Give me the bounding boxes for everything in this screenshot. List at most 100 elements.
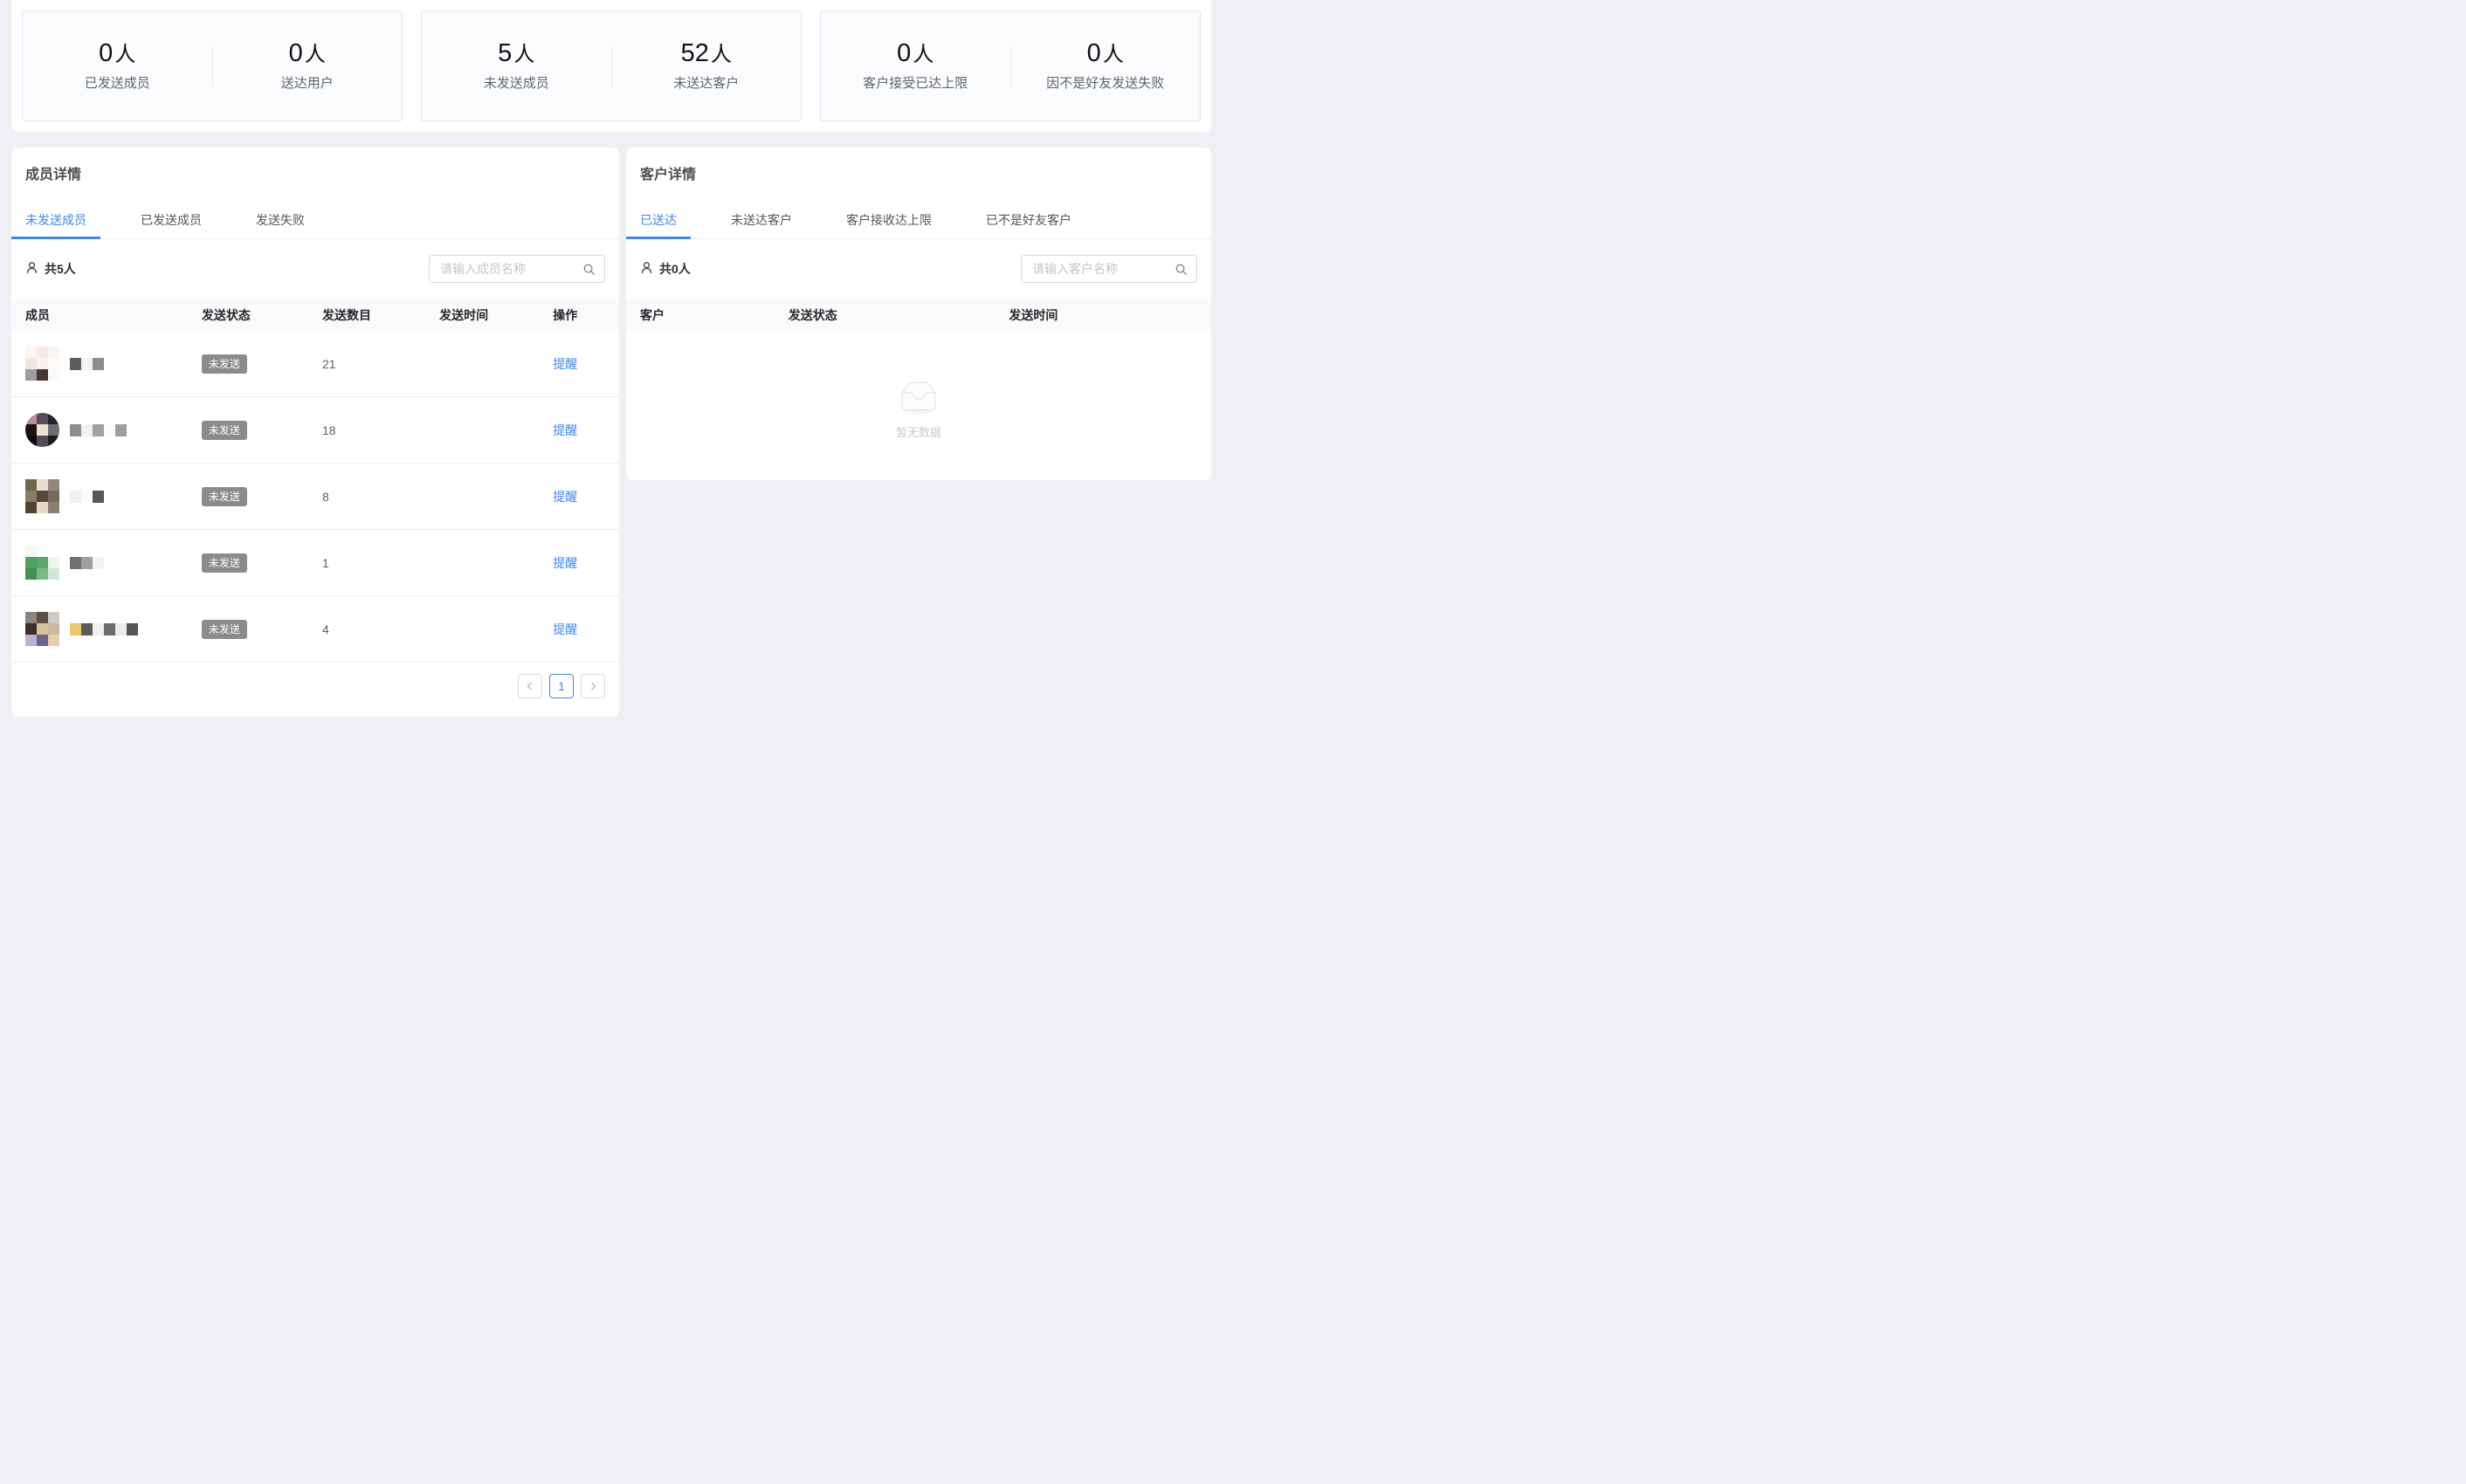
- member-detail-panel: 成员详情 未发送成员 已发送成员 发送失败 共5人: [11, 148, 619, 717]
- pagination-page-1[interactable]: 1: [549, 674, 574, 698]
- member-cell: [25, 546, 202, 580]
- customer-search-input[interactable]: [1022, 262, 1174, 276]
- name-block: [70, 357, 81, 370]
- avatar-pixel: [48, 568, 59, 580]
- avatar-pixel: [37, 623, 48, 635]
- avatar-pixel: [25, 623, 37, 635]
- tab-已不是好友客户[interactable]: 已不是好友客户: [986, 213, 1071, 227]
- count-cell: 8: [321, 489, 329, 504]
- customer-tabs: 已送达 未送达客户 客户接收达上限 已不是好友客户: [626, 202, 1211, 239]
- member-name-redacted: [70, 622, 138, 636]
- avatar: [25, 612, 59, 646]
- avatar-pixel: [37, 347, 48, 358]
- pagination-prev-button[interactable]: [518, 674, 542, 698]
- member-cell: [25, 479, 202, 513]
- stat-label: 未发送成员: [483, 75, 549, 91]
- action-cell: 提醒: [553, 422, 605, 439]
- avatar-pixel: [25, 612, 37, 623]
- member-toolbar: 共5人: [11, 239, 619, 299]
- avatar-pixel: [48, 358, 59, 369]
- tab-已发送成员[interactable]: 已发送成员: [141, 213, 202, 227]
- avatar-pixel: [48, 347, 59, 358]
- person-icon: [25, 261, 38, 277]
- status-badge: 未发送: [201, 619, 247, 639]
- stat-card: 0人 客户接受已达上限 0人 因不是好友发送失败: [820, 10, 1201, 121]
- customer-count: 共0人: [640, 260, 691, 278]
- stat-value: 0人: [288, 38, 326, 67]
- name-block: [104, 423, 115, 436]
- member-name-redacted: [70, 423, 127, 436]
- status-badge: 未发送: [201, 354, 247, 374]
- avatar-pixel: [37, 413, 48, 424]
- member-count-label: 共5人: [45, 262, 76, 276]
- tab-未发送成员[interactable]: 未发送成员: [11, 202, 100, 239]
- table-row: 未发送 21 提醒: [11, 331, 619, 397]
- tab-未送达客户[interactable]: 未送达客户: [731, 213, 792, 227]
- avatar-pixel: [37, 546, 48, 557]
- action-cell: 提醒: [553, 621, 605, 638]
- remind-link[interactable]: 提醒: [553, 622, 578, 636]
- avatar-pixel: [25, 546, 37, 557]
- status-badge: 未发送: [201, 553, 247, 573]
- stat-item: 0人 送达用户: [213, 38, 403, 92]
- member-panel-title: 成员详情: [25, 168, 82, 182]
- member-name-redacted: [70, 490, 104, 503]
- avatar-pixel: [25, 424, 37, 436]
- remind-link[interactable]: 提醒: [553, 555, 578, 570]
- stat-divider: [610, 45, 612, 86]
- avatar-pixel: [25, 436, 37, 447]
- avatar: [25, 479, 59, 513]
- avatar-pixel: [48, 479, 59, 491]
- remind-link[interactable]: 提醒: [553, 489, 578, 504]
- person-icon: [640, 261, 653, 277]
- avatar-pixel: [25, 502, 37, 513]
- avatar-pixel: [25, 635, 37, 646]
- status-cell: 未发送: [201, 619, 322, 639]
- avatar-pixel: [37, 436, 48, 447]
- search-icon[interactable]: [582, 263, 596, 276]
- avatar-pixel: [37, 635, 48, 646]
- stat-item: 5人 未发送成员: [422, 40, 611, 92]
- name-block: [93, 556, 104, 569]
- member-name-redacted: [70, 357, 104, 370]
- avatar-pixel: [37, 358, 48, 369]
- avatar-pixel: [25, 568, 37, 580]
- column-header: 发送数目: [321, 307, 371, 322]
- avatar-pixel: [37, 424, 48, 436]
- remind-link[interactable]: 提醒: [553, 356, 578, 371]
- member-cell: [25, 413, 202, 447]
- avatar-pixel: [48, 635, 59, 646]
- action-cell: 提醒: [553, 554, 605, 572]
- status-cell: 未发送: [201, 486, 322, 506]
- search-icon[interactable]: [1174, 263, 1188, 276]
- avatar-pixel: [25, 491, 37, 502]
- avatar-pixel: [37, 369, 48, 381]
- remind-link[interactable]: 提醒: [553, 423, 578, 437]
- name-block: [81, 556, 93, 569]
- member-name-redacted: [70, 556, 104, 569]
- table-row: 未发送 18 提醒: [11, 397, 619, 464]
- pagination-next-button[interactable]: [581, 674, 605, 698]
- avatar-pixel: [48, 491, 59, 502]
- table-row: 未发送 8 提醒: [11, 464, 619, 530]
- tab-已送达[interactable]: 已送达: [626, 202, 691, 239]
- avatar-pixel: [37, 557, 48, 568]
- avatar: [25, 546, 59, 580]
- count-cell: 21: [321, 356, 336, 371]
- customer-search: [1021, 255, 1197, 283]
- stat-item: 0人 客户接受已达上限: [821, 40, 1010, 92]
- stat-label: 已发送成员: [84, 75, 150, 91]
- avatar-pixel: [37, 568, 48, 580]
- action-cell: 提醒: [553, 355, 605, 373]
- avatar-pixel: [48, 424, 59, 436]
- member-search-input[interactable]: [430, 262, 582, 276]
- tab-发送失败[interactable]: 发送失败: [256, 213, 305, 227]
- column-header: 成员: [25, 307, 50, 322]
- stat-item: 0人 已发送成员: [23, 40, 212, 92]
- tab-客户接收达上限[interactable]: 客户接收达上限: [846, 213, 932, 227]
- member-count: 共5人: [25, 260, 76, 278]
- count-cell: 1: [321, 555, 329, 570]
- name-block: [70, 423, 81, 436]
- member-cell: [25, 347, 202, 381]
- stat-label: 因不是好友发送失败: [1046, 75, 1165, 91]
